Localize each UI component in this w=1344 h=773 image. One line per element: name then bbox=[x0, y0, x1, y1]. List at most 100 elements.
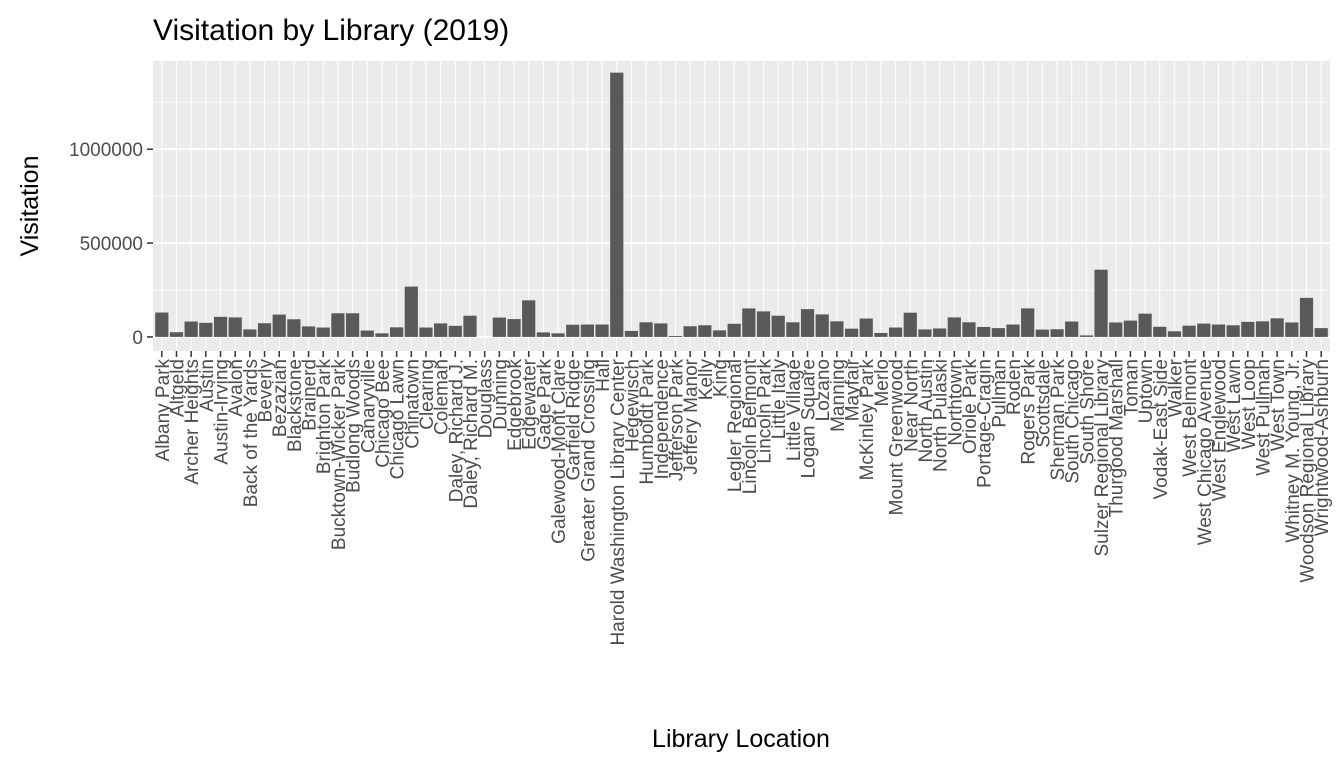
bar bbox=[228, 317, 242, 337]
bar bbox=[991, 328, 1005, 337]
x-tick-label: Coleman bbox=[432, 359, 453, 435]
bar bbox=[434, 323, 448, 337]
x-tick-label: Toman bbox=[1121, 359, 1142, 416]
x-tick-label: Legler Regional bbox=[725, 359, 746, 492]
y-axis-label: Visitation bbox=[16, 156, 44, 257]
x-tick-label: Portage-Cragin bbox=[975, 359, 996, 488]
bar bbox=[683, 326, 697, 337]
bar bbox=[698, 325, 712, 337]
y-tick-label: 0 bbox=[132, 328, 143, 349]
bar bbox=[1255, 321, 1270, 337]
bar bbox=[624, 330, 639, 337]
bar bbox=[830, 321, 844, 337]
bar bbox=[610, 72, 624, 337]
x-tick-label: Douglass bbox=[476, 359, 497, 438]
x-tick-label: Merlo bbox=[872, 359, 893, 407]
x-tick-label: Brainerd bbox=[300, 359, 321, 431]
bar bbox=[815, 314, 829, 337]
x-tick-label: Lincoln Park bbox=[755, 359, 776, 464]
y-axis: 0 500000 1000000 bbox=[69, 140, 153, 349]
x-tick-label: West Chicago Avenue bbox=[1195, 359, 1216, 545]
x-tick-label: South Shore bbox=[1077, 359, 1098, 465]
x-tick-label: West Lawn bbox=[1224, 359, 1245, 453]
bar bbox=[712, 330, 727, 337]
x-tick-label: Woodson Regional Library bbox=[1298, 359, 1319, 583]
bar bbox=[595, 324, 609, 337]
bars bbox=[155, 72, 1328, 337]
bar bbox=[1123, 320, 1138, 337]
x-tick-label: Chicago Bee bbox=[373, 359, 394, 468]
y-tick-label: 1000000 bbox=[69, 140, 143, 161]
x-tick-label: Daley, Richard J. bbox=[446, 359, 467, 502]
bar bbox=[404, 286, 418, 337]
bar bbox=[155, 312, 169, 337]
bar bbox=[800, 309, 815, 337]
x-tick-label: Hegewisch bbox=[622, 359, 643, 452]
x-tick-label: Sulzer Regional Library bbox=[1092, 359, 1113, 557]
bar bbox=[771, 315, 785, 337]
x-tick-label: Harold Washington Library Center bbox=[608, 358, 629, 645]
bar bbox=[1065, 321, 1079, 337]
bar bbox=[668, 335, 683, 337]
bar bbox=[888, 327, 903, 337]
x-tick-label: Vodak-East Side bbox=[1151, 359, 1172, 499]
x-tick-label: Austin bbox=[197, 359, 218, 412]
bar bbox=[654, 323, 668, 337]
x-tick-label: West Loop bbox=[1239, 359, 1260, 449]
x-tick-label: Edgebrook bbox=[505, 359, 526, 451]
x-tick-label: King bbox=[711, 359, 732, 397]
bar bbox=[1167, 331, 1182, 337]
bar bbox=[844, 328, 859, 337]
bar bbox=[1050, 329, 1064, 337]
x-tick-label: Jefferson Park bbox=[667, 359, 688, 482]
x-tick-label: Lozano bbox=[813, 359, 834, 421]
bar bbox=[962, 322, 976, 337]
x-tick-label: Little Village bbox=[784, 359, 805, 461]
x-tick-label: Edgewater bbox=[520, 358, 541, 450]
bar bbox=[1021, 308, 1035, 337]
bar bbox=[390, 327, 404, 337]
bar bbox=[859, 318, 873, 337]
x-tick-label: Whitney M. Young, Jr. bbox=[1283, 359, 1304, 543]
bar bbox=[257, 323, 272, 337]
bar bbox=[1299, 297, 1314, 337]
x-tick-label: Galewood-Mont Clare bbox=[549, 359, 570, 544]
bar bbox=[1241, 321, 1255, 337]
bar bbox=[1226, 325, 1240, 337]
bar bbox=[756, 311, 771, 337]
bar bbox=[287, 319, 301, 337]
x-tick-label: Dunning bbox=[490, 359, 511, 430]
x-tick-label: Logan Square bbox=[799, 359, 820, 478]
bar bbox=[727, 323, 741, 337]
x-tick-label: Pullman bbox=[989, 359, 1010, 428]
x-tick-label: Scottsdale bbox=[1033, 359, 1054, 448]
x-tick-label: Clearing bbox=[417, 359, 438, 430]
bar bbox=[272, 314, 286, 337]
x-tick-label: Altgeld bbox=[168, 359, 189, 417]
x-tick-label: Mount Greenwood bbox=[887, 359, 908, 515]
x-tick-label: West Belmont bbox=[1180, 358, 1201, 477]
x-tick-label: Chinatown bbox=[402, 359, 423, 449]
bar bbox=[507, 319, 521, 337]
bar bbox=[1285, 322, 1299, 337]
x-tick-label: Back of the Yards bbox=[241, 359, 262, 507]
bar bbox=[1211, 324, 1226, 337]
bar bbox=[448, 325, 462, 337]
x-tick-label: Uptown bbox=[1136, 359, 1157, 423]
x-tick-label: Humboldt Park bbox=[637, 359, 658, 485]
bar bbox=[566, 324, 580, 337]
x-axis-label: Library Location bbox=[652, 725, 830, 753]
bar bbox=[1270, 318, 1284, 337]
bar bbox=[169, 332, 184, 337]
bar bbox=[1138, 313, 1152, 337]
x-tick-label: Bucktown-Wicker Park bbox=[329, 359, 350, 551]
bar bbox=[1182, 325, 1196, 337]
x-tick-label: Beverly bbox=[256, 359, 277, 423]
x-tick-label: Northtown bbox=[945, 359, 966, 446]
bar bbox=[184, 321, 198, 337]
x-tick-label: West Pullman bbox=[1254, 359, 1275, 476]
x-tick-label: Walker bbox=[1165, 358, 1186, 417]
